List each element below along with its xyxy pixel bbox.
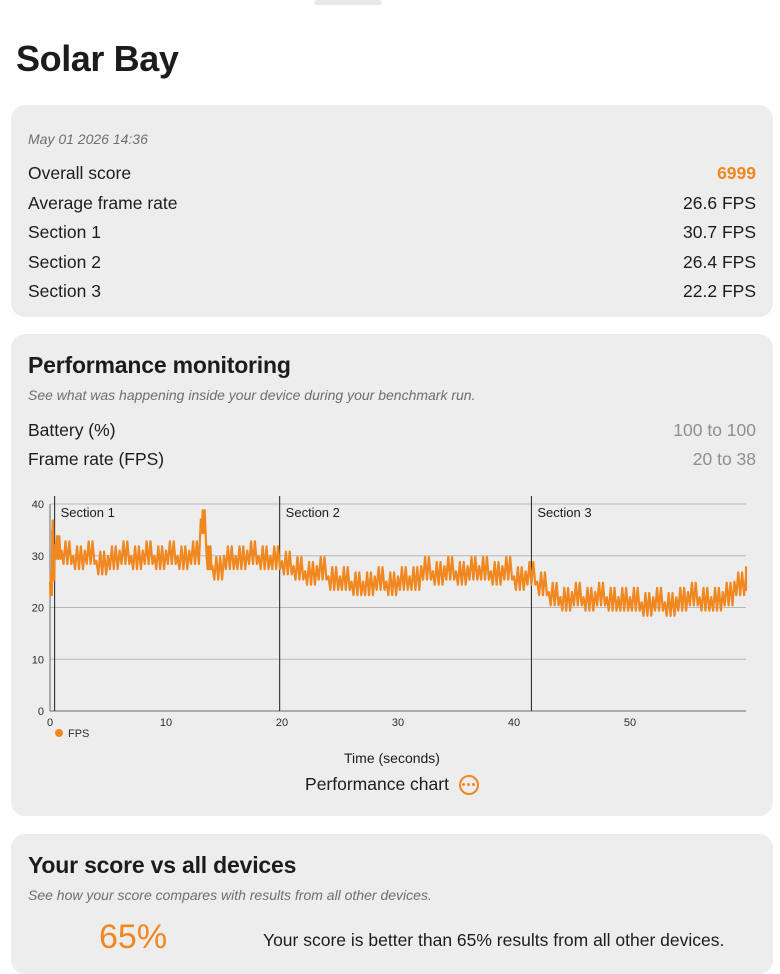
section-1-row: Section 1 30.7 FPS (28, 220, 756, 244)
battery-label: Battery (%) (28, 419, 116, 440)
x-tick-label: 40 (508, 717, 520, 729)
run-timestamp: May 01 2026 14:36 (28, 131, 148, 147)
comparison-title: Your score vs all devices (28, 852, 297, 878)
section-2-label: Section 2 (28, 251, 101, 272)
y-tick-label: 40 (32, 499, 44, 511)
comparison-card: Your score vs all devices See how your s… (11, 834, 773, 974)
section-3-row: Section 3 22.2 FPS (28, 279, 756, 303)
overall-score-row: Overall score 6999 (28, 161, 756, 185)
frame-rate-row: Frame rate (FPS) 20 to 38 (28, 447, 756, 471)
comparison-subtitle: See how your score compares with results… (28, 887, 432, 903)
average-frame-rate-label: Average frame rate (28, 192, 178, 213)
ellipsis-circle-icon[interactable] (458, 774, 479, 795)
section-2-value: 26.4 FPS (683, 251, 756, 272)
legend-label: FPS (68, 728, 89, 740)
performance-card: Performance monitoring See what was happ… (11, 334, 773, 816)
battery-value: 100 to 100 (673, 419, 756, 440)
y-tick-label: 30 (32, 551, 44, 563)
frame-rate-label: Frame rate (FPS) (28, 448, 165, 469)
overall-score-label: Overall score (28, 162, 132, 183)
summary-card: May 01 2026 14:36 Overall score 6999 Ave… (11, 105, 773, 317)
average-frame-rate-value: 26.6 FPS (683, 192, 756, 213)
legend-dot (55, 729, 63, 737)
x-tick-label: 0 (47, 717, 53, 729)
x-axis-title: Time (seconds) (344, 750, 440, 766)
x-tick-label: 10 (160, 717, 172, 729)
average-frame-rate-row: Average frame rate 26.6 FPS (28, 191, 756, 215)
fps-series-line (48, 509, 748, 617)
x-tick-label: 20 (276, 717, 288, 729)
section-label: Section 2 (286, 505, 340, 520)
performance-title: Performance monitoring (28, 352, 291, 378)
percentile-value: 65% (99, 918, 168, 956)
battery-row: Battery (%) 100 to 100 (28, 418, 756, 442)
x-tick-label: 30 (392, 717, 404, 729)
fps-chart: 0 10 20 30 40 0 10 20 30 40 50 Section 1 Section 2 Se… (32, 496, 748, 766)
performance-chart-label: Performance chart (305, 774, 449, 794)
section-1-value: 30.7 FPS (683, 221, 756, 242)
section-3-label: Section 3 (28, 280, 101, 301)
comparison-text: Your score is better than 65% results fr… (263, 930, 725, 950)
frame-rate-value: 20 to 38 (692, 448, 756, 469)
section-label: Section 3 (537, 505, 591, 520)
performance-subtitle: See what was happening inside your devic… (28, 387, 476, 403)
y-tick-label: 10 (32, 654, 44, 666)
section-3-value: 22.2 FPS (683, 280, 756, 301)
sheet-grabber[interactable] (314, 0, 382, 5)
overall-score-value: 6999 (717, 162, 756, 183)
section-label: Section 1 (61, 505, 115, 520)
page-title: Solar Bay (16, 38, 179, 79)
section-1-label: Section 1 (28, 221, 101, 242)
x-tick-label: 50 (624, 717, 636, 729)
y-tick-label: 20 (32, 603, 44, 615)
y-tick-label: 0 (38, 706, 44, 718)
performance-chart-link[interactable]: Performance chart (11, 774, 773, 795)
section-2-row: Section 2 26.4 FPS (28, 250, 756, 274)
